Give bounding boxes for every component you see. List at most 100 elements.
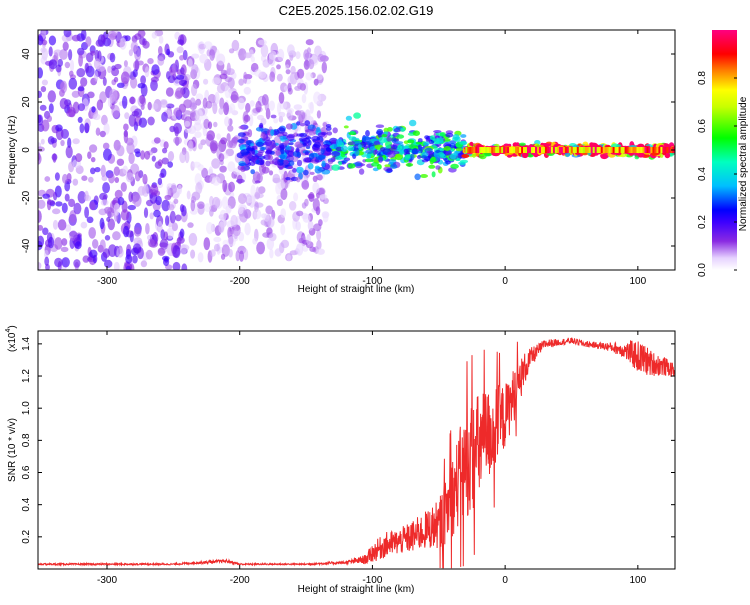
snr-y-tick-label: 1.4	[21, 336, 32, 350]
heatmap-cell	[47, 199, 55, 206]
heatmap-cell	[418, 146, 423, 150]
heatmap-cell	[87, 91, 95, 99]
snr-x-tick-label: -200	[230, 575, 250, 586]
heatmap-band-cell	[568, 147, 572, 153]
heatmap-cell	[274, 161, 281, 166]
heatmap-cell	[276, 127, 286, 134]
heatmap-cell	[84, 206, 89, 219]
heatmap-cell	[116, 145, 125, 157]
heatmap-cell	[153, 137, 161, 144]
heatmap-cell	[219, 97, 225, 110]
heatmap-cell	[296, 166, 304, 174]
heatmap-cell	[345, 115, 352, 121]
heatmap-cell	[164, 256, 169, 263]
heatmap-band-cell	[572, 147, 576, 153]
heatmap-cell	[278, 115, 284, 123]
heatmap-cell	[416, 155, 422, 159]
heatmap-cell	[316, 73, 323, 81]
heatmap-cell	[254, 180, 261, 184]
heatmap-cells	[38, 30, 675, 270]
heatmap-cell	[383, 131, 389, 135]
heatmap-cell	[265, 149, 272, 154]
heatmap-band-cell	[554, 147, 558, 153]
heatmap-cell	[139, 94, 146, 105]
heatmap-cell	[77, 86, 85, 92]
heatmap-band-cell	[507, 147, 511, 153]
heatmap-cell	[387, 151, 396, 158]
heatmap-cell	[195, 98, 202, 106]
heatmap-cell	[283, 159, 289, 165]
heatmap-band-cell	[612, 147, 616, 153]
heatmap-cell	[84, 190, 89, 201]
heatmap-cell	[65, 224, 72, 232]
heatmap-cell	[243, 114, 251, 122]
heatmap-cell	[116, 158, 125, 166]
heatmap-cell	[231, 136, 239, 144]
heatmap-band-cell	[525, 147, 528, 153]
heatmap-cell	[278, 92, 285, 104]
heatmap-cell	[226, 68, 235, 76]
heatmap-cell	[238, 203, 244, 215]
heatmap-cell	[215, 49, 221, 63]
heatmap-cell	[258, 186, 266, 194]
heatmap-cell	[214, 91, 220, 105]
heatmap-cell	[166, 48, 171, 56]
heatmap-cell	[238, 163, 247, 166]
heatmap-cell	[101, 114, 108, 126]
heatmap-cell	[307, 162, 314, 170]
heatmap-band-cell	[654, 147, 658, 153]
heatmap-band-cell	[521, 147, 525, 153]
heatmap-cell	[124, 35, 131, 42]
heatmap-cell	[302, 169, 309, 176]
heatmap-cell	[276, 64, 281, 70]
heatmap-cell	[38, 114, 44, 126]
heatmap-cell	[44, 249, 49, 259]
heatmap-cell	[288, 160, 295, 167]
heatmap-cell	[104, 235, 111, 241]
heatmap-cell	[317, 132, 326, 138]
heatmap-cell	[212, 196, 221, 209]
heatmap-cell	[253, 209, 262, 220]
heatmap-cell	[269, 160, 275, 165]
heatmap-cell	[143, 181, 148, 194]
heatmap-cell	[195, 182, 203, 195]
heatmap-cell	[152, 103, 159, 110]
heatmap-cell	[269, 71, 276, 82]
heatmap-cell	[68, 77, 78, 90]
heatmap-cell	[53, 49, 63, 56]
heatmap-cell	[322, 212, 329, 223]
heatmap-band-cell	[509, 147, 513, 153]
heatmap-x-label: Height of straight line (km)	[298, 284, 415, 295]
heatmap-cell	[228, 48, 235, 54]
heatmap-cell	[147, 58, 154, 65]
heatmap-cell	[280, 148, 285, 155]
heatmap-cell	[60, 246, 69, 253]
heatmap-cell	[44, 256, 50, 266]
heatmap-cell	[113, 166, 120, 176]
heatmap-cell	[103, 122, 110, 135]
heatmap-cell	[92, 113, 101, 121]
heatmap-cell	[420, 174, 428, 178]
heatmap-cell	[128, 152, 135, 165]
heatmap-cell	[159, 172, 165, 179]
heatmap-band-cell	[469, 147, 473, 153]
heatmap-cell	[411, 148, 419, 155]
heatmap-cell	[308, 102, 314, 110]
heatmap-y-ticks: -40 -20 0 20 40	[21, 48, 675, 253]
heatmap-cell	[279, 135, 287, 140]
heatmap-band-cell	[495, 147, 499, 153]
heatmap-cell	[243, 86, 251, 95]
heatmap-cell	[216, 83, 226, 94]
heatmap-cell	[90, 157, 96, 163]
heatmap-cell	[73, 202, 82, 215]
heatmap-band-cell	[465, 147, 469, 153]
heatmap-cell	[72, 178, 79, 186]
heatmap-cell	[380, 147, 386, 152]
heatmap-band-cell	[473, 147, 477, 153]
heatmap-cell	[405, 162, 414, 167]
heatmap-cell	[243, 248, 249, 261]
heatmap-cell	[164, 194, 172, 201]
heatmap-cell	[161, 199, 170, 212]
heatmap-cell	[257, 149, 265, 154]
heatmap-cell	[67, 137, 72, 149]
